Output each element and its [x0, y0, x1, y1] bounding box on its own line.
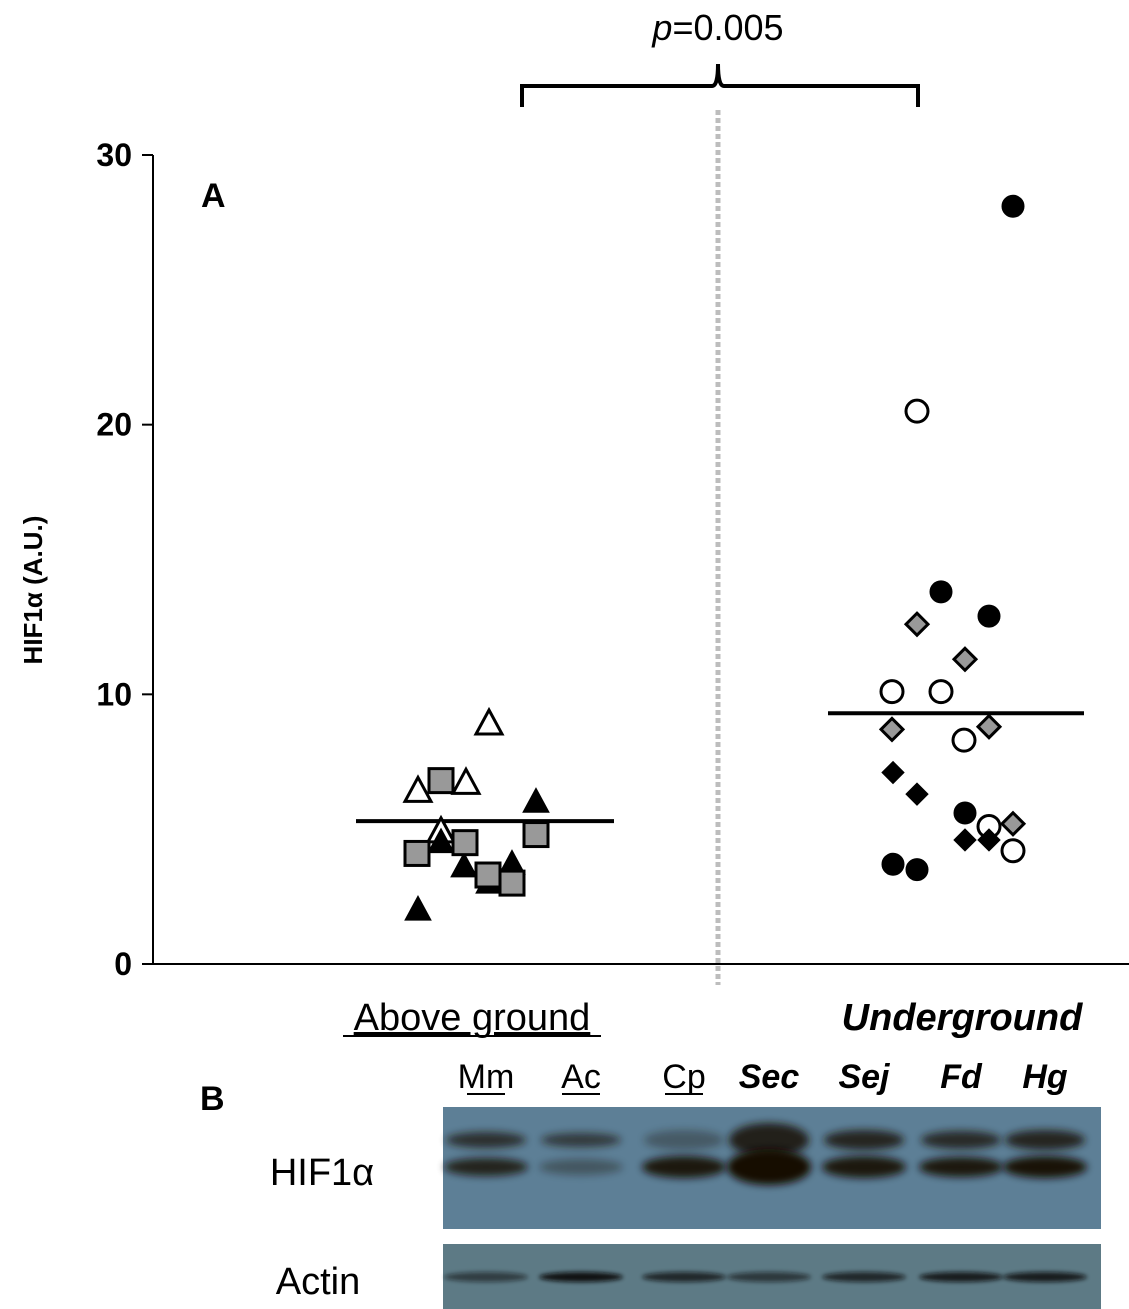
mean-lines: [356, 711, 1084, 824]
square-point: [451, 829, 479, 857]
actin-band: [919, 1272, 1003, 1282]
hif1a-band-upper: [644, 1130, 724, 1150]
circle-point: [951, 727, 977, 753]
hif1a-band-upper: [824, 1130, 904, 1150]
lane-label: Mm: [458, 1058, 515, 1096]
triangle-point: [450, 851, 478, 878]
triangle-point: [404, 895, 432, 921]
hif1a-band-lower: [727, 1149, 811, 1185]
square-point: [403, 839, 431, 867]
lane-label: Ac: [561, 1058, 601, 1096]
triangle-point: [473, 706, 505, 736]
triangle-point: [522, 787, 550, 813]
y-tick-label: 20: [96, 407, 132, 443]
diamond-point: [905, 782, 929, 806]
y-ticks: 0 10 20 30: [96, 137, 153, 982]
circle-point: [1000, 838, 1026, 864]
group-label-underground: Underground: [842, 997, 1083, 1039]
y-tick-label: 10: [96, 676, 132, 712]
diamond-point: [878, 716, 906, 743]
hif1a-band-lower: [822, 1156, 906, 1178]
circle-point: [977, 604, 1001, 628]
actin-band: [1003, 1272, 1087, 1282]
square-point: [427, 767, 455, 795]
actin-band: [642, 1272, 726, 1282]
hif1a-band-upper: [446, 1132, 526, 1148]
lane-labels: Mm Ac Cp Sec Sej Fd Hg: [458, 1058, 1068, 1096]
actin-band: [539, 1272, 623, 1282]
diamond-point: [999, 810, 1027, 837]
actin-bands: [444, 1272, 1087, 1282]
hif1a-band-lower: [539, 1159, 623, 1175]
lane-label: Sej: [838, 1058, 891, 1096]
hif1a-band-upper: [921, 1131, 1001, 1149]
y-axis-label: HIF1α (A.U.): [18, 516, 48, 665]
group-label-above-ground: Above ground: [354, 997, 591, 1039]
y-tick-label: 0: [114, 946, 132, 982]
square-point: [498, 869, 526, 897]
y-tick-label: 30: [96, 137, 132, 173]
data-points: [402, 194, 1027, 921]
lane-label: Sec: [739, 1058, 800, 1096]
significance-bracket: [520, 63, 920, 107]
circle-point: [904, 398, 930, 424]
hif1a-band-upper: [1005, 1130, 1085, 1150]
circle-point: [881, 852, 905, 876]
p-value-label: p=0.005: [651, 7, 783, 48]
diamond-point: [903, 611, 931, 638]
circle-point: [1001, 194, 1025, 218]
lane-label: Cp: [662, 1058, 705, 1096]
hif1a-band-lower: [919, 1157, 1003, 1177]
hif1a-band-lower: [642, 1156, 726, 1178]
row-label-hif1a: HIF1α: [270, 1152, 374, 1194]
lane-label: Fd: [940, 1058, 983, 1096]
triangle-point: [402, 774, 434, 803]
hif1a-band-lower: [444, 1158, 528, 1176]
square-point: [474, 861, 502, 889]
diamond-point: [977, 828, 1001, 852]
hif1a-bands: [444, 1123, 1087, 1185]
triangle-point: [450, 766, 482, 795]
hif1a-band-lower: [1003, 1156, 1087, 1178]
panel-label-a: A: [201, 177, 226, 215]
lane-label: Hg: [1022, 1058, 1068, 1096]
hif1a-band-upper: [541, 1133, 621, 1147]
circle-point: [953, 801, 977, 825]
actin-band: [822, 1272, 906, 1282]
actin-band: [444, 1272, 528, 1282]
western-blot-panel: B Mm Ac Cp Sec Sej Fd Hg HIF1α Actin: [200, 1058, 1101, 1309]
circle-point: [928, 679, 954, 705]
actin-band: [727, 1272, 811, 1282]
diamond-point: [953, 828, 977, 852]
circle-point: [929, 580, 953, 604]
panel-label-b: B: [200, 1080, 225, 1118]
diamond-point: [881, 760, 905, 785]
circle-point: [879, 679, 905, 705]
diamond-point: [951, 646, 979, 673]
hif1a-band-upper: [729, 1123, 809, 1157]
triangle-point: [427, 827, 455, 854]
row-label-actin: Actin: [276, 1261, 360, 1303]
circle-point: [905, 858, 929, 882]
scatter-chart: p=0.005 0 10 20 30 A HIF1α (A.U.) Above gro…: [18, 7, 1129, 1039]
square-point: [522, 821, 550, 849]
diamond-point: [975, 713, 1003, 740]
